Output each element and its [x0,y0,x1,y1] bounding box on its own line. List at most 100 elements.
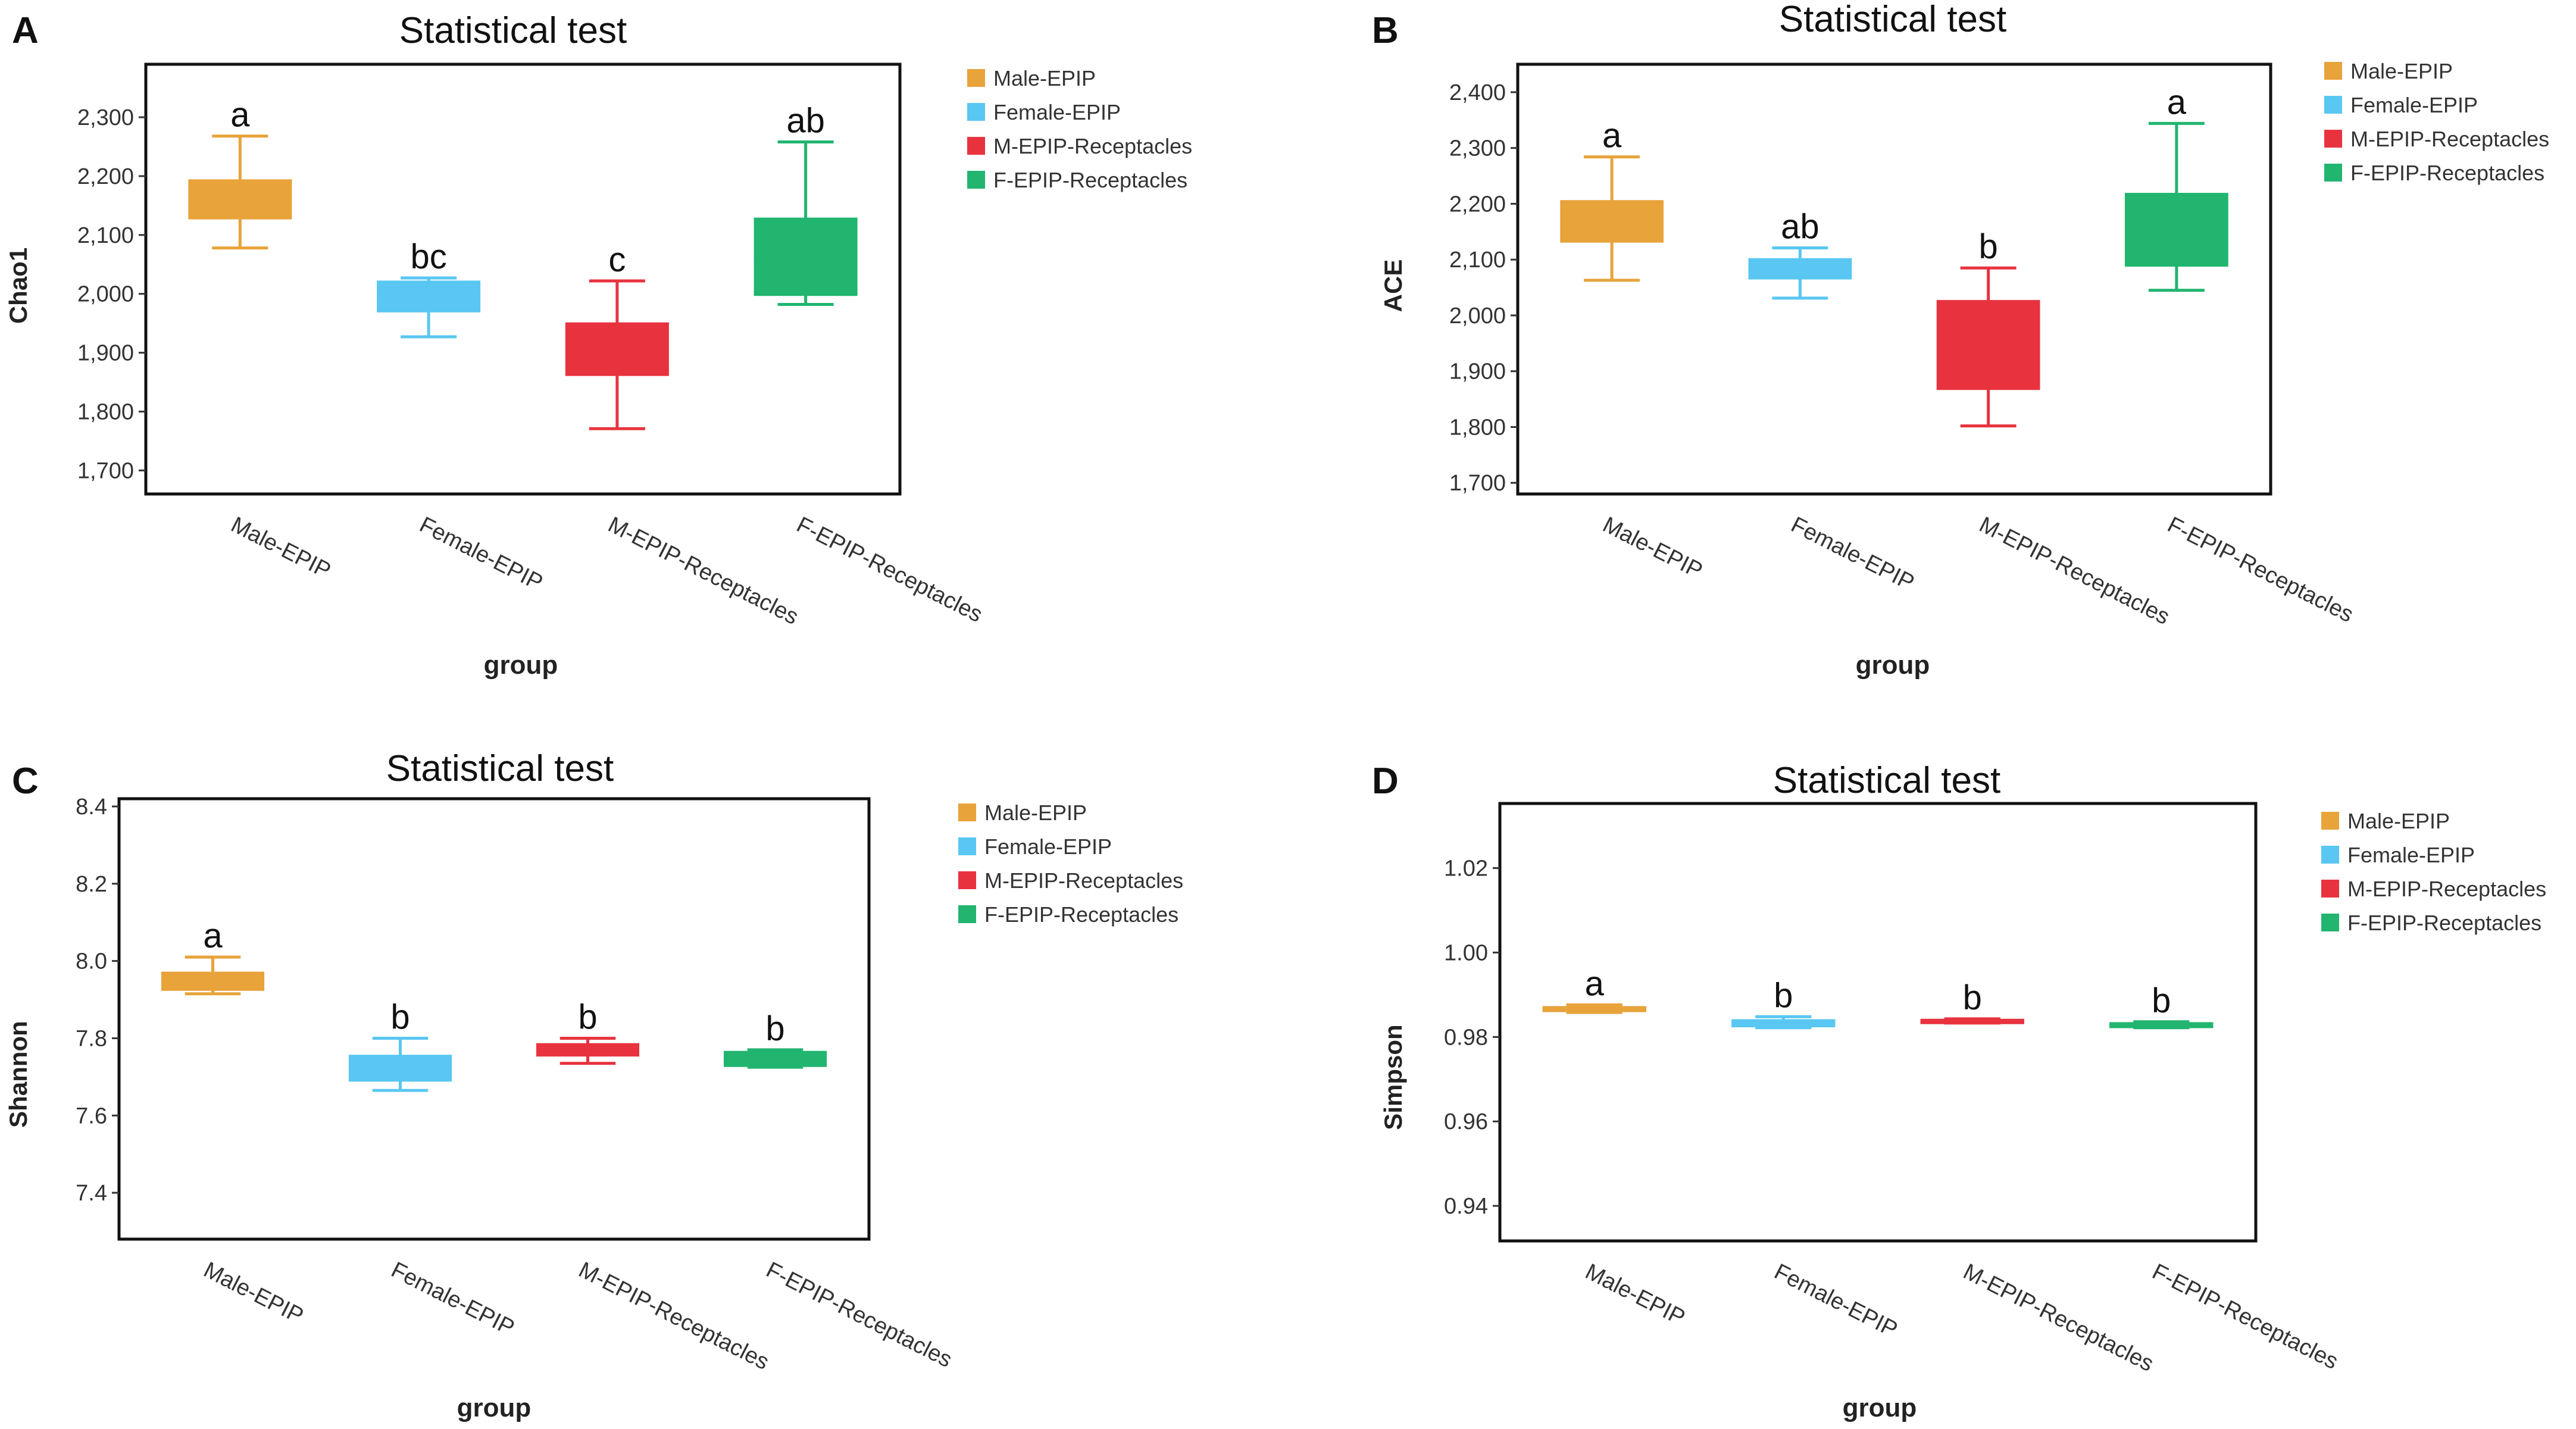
y-tick-label: 7.4 [76,1181,107,1206]
significance-letter: b [1774,976,1793,1015]
legend-swatch [2324,130,2342,148]
significance-letter: b [2152,981,2171,1020]
x-tick-label: F-EPIP-Receptacles [793,512,987,628]
legend-swatch [958,871,976,889]
legend: Male-EPIP Female-EPIP M-EPIP-Receptacles F-… [958,801,1183,927]
x-tick-label: Female-EPIP [1787,512,1918,596]
panel-label: D [1372,761,1399,802]
y-axis-label: Simpson [1379,1024,1407,1130]
x-tick-label: M-EPIP-Receptacles [1959,1259,2158,1377]
legend-label: F-EPIP-Receptacles [993,168,1187,192]
box-Female-EPIP: ab [1748,207,1852,300]
panel-label: A [12,10,39,51]
x-tick-label: Male-EPIP [1599,512,1706,584]
x-tick-label: F-EPIP-Receptacles [2148,1259,2342,1375]
y-tick-label: 8.2 [76,872,107,897]
legend-label: Female-EPIP [2350,93,2478,117]
legend-label: Male-EPIP [993,66,1096,90]
x-axis-label: group [1856,651,1930,680]
box-iqr [2124,193,2228,267]
x-tick-label: M-EPIP-Receptacles [604,512,802,630]
y-tick-label: 1,900 [77,341,134,366]
legend-label: Male-EPIP [984,801,1087,825]
legend-swatch [2324,96,2342,114]
legend-label: F-EPIP-Receptacles [984,902,1178,927]
significance-letter: a [1602,117,1622,155]
panel-label: B [1372,10,1399,51]
y-tick-label: 1,700 [77,458,134,483]
x-tick-label: F-EPIP-Receptacles [762,1258,956,1373]
x-tick-label: F-EPIP-Receptacles [2164,512,2358,628]
y-tick-label: 1,800 [77,400,134,425]
legend-label: M-EPIP-Receptacles [993,134,1192,158]
box-M-EPIP-Receptacles: c [565,240,669,430]
significance-letter: c [608,240,626,279]
legend: Male-EPIP Female-EPIP M-EPIP-Receptacles F-… [967,66,1192,192]
y-tick-label: 8.4 [76,795,107,820]
x-tick-label: Male-EPIP [1581,1259,1689,1331]
legend: Male-EPIP Female-EPIP M-EPIP-Receptacles F-… [2321,809,2546,935]
x-tick-label: M-EPIP-Receptacles [1975,512,2174,630]
y-tick-label: 0.94 [1444,1194,1488,1219]
box-F-EPIP-Receptacles: b [2109,981,2214,1030]
significance-letter: bc [410,237,446,276]
significance-letter: b [578,998,597,1036]
y-tick-label: 2,300 [77,105,134,130]
y-tick-label: 0.98 [1444,1025,1488,1050]
y-tick-label: 0.96 [1444,1109,1488,1134]
significance-letter: a [230,96,250,135]
y-tick-label: 2,100 [77,223,134,248]
significance-letter: b [390,998,409,1036]
y-tick-label: 1,900 [1449,359,1506,384]
legend-swatch [958,837,976,855]
x-tick-label: Female-EPIP [415,512,546,596]
y-tick-label: 1.00 [1444,940,1488,965]
plot-frame [144,62,902,496]
legend-label: Male-EPIP [2347,809,2450,833]
legend-swatch [967,137,985,155]
box-Male-EPIP: a [161,917,265,996]
chart-title: Statistical test [386,748,614,789]
y-tick-label: 1.02 [1444,856,1488,881]
significance-letter: ab [786,102,825,140]
x-tick-label: Male-EPIP [199,1258,307,1329]
box-M-EPIP-Receptacles: b [536,998,640,1065]
x-tick-label: Female-EPIP [387,1258,518,1341]
chart-title: Statistical test [1779,0,2006,40]
box-F-EPIP-Receptacles: ab [754,102,858,307]
legend-label: M-EPIP-Receptacles [2347,877,2546,901]
box-Female-EPIP: bc [377,237,481,339]
legend-label: Female-EPIP [2347,843,2475,867]
panel-D: D Statistical test 0.94 0.96 0.98 1.00 1.02 Sim… [1372,760,2546,1422]
x-axis-label: group [457,1393,532,1422]
legend-swatch [967,103,985,121]
y-tick-label: 1,700 [1449,471,1506,496]
plot-frame [117,797,871,1241]
legend-label: F-EPIP-Receptacles [2347,911,2541,935]
legend-label: Female-EPIP [984,834,1112,859]
y-tick-label: 2,000 [1449,304,1506,329]
y-axis-label: Chao1 [4,248,32,324]
y-tick-label: 1,800 [1449,415,1506,440]
box-Male-EPIP: a [1560,117,1664,282]
panel-label: C [12,761,39,802]
legend-swatch [2324,164,2342,182]
x-axis-label: group [1843,1393,1917,1422]
box-Male-EPIP: a [1542,964,1646,1014]
y-tick-label: 2,400 [1449,80,1506,105]
significance-letter: ab [1781,207,1820,246]
legend-swatch [967,171,985,189]
box-Female-EPIP: b [348,998,452,1092]
legend-swatch [2321,914,2339,931]
panel-C: C Statistical test 7.4 7.6 7.8 8.0 8.2 8.4 Shann… [4,748,1183,1422]
legend-label: Female-EPIP [993,100,1121,124]
legend-swatch [958,803,976,821]
legend-label: M-EPIP-Receptacles [984,868,1183,893]
box-Male-EPIP: a [188,96,292,250]
plot-frame [1498,802,2258,1243]
legend-label: M-EPIP-Receptacles [2350,127,2549,151]
box-M-EPIP-Receptacles: b [1936,227,2040,428]
box-M-EPIP-Receptacles: b [1920,978,2024,1025]
significance-letter: b [1978,227,1997,266]
